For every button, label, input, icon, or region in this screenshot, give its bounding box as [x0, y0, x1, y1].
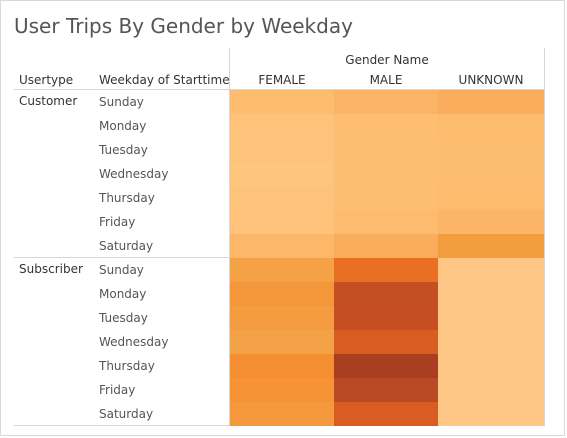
- weekday-label: Tuesday: [99, 311, 148, 325]
- usertype-label-customer: Customer: [19, 94, 78, 108]
- heatmap-cell[interactable]: [438, 90, 544, 114]
- heatmap-cell[interactable]: [334, 306, 438, 330]
- chart-title: User Trips By Gender by Weekday: [14, 14, 353, 38]
- heatmap-cell[interactable]: [230, 330, 334, 354]
- heatmap-cell[interactable]: [438, 330, 544, 354]
- heatmap-cell[interactable]: [230, 378, 334, 402]
- heatmap-cell[interactable]: [438, 138, 544, 162]
- heatmap-cell[interactable]: [438, 282, 544, 306]
- heatmap-cell[interactable]: [438, 186, 544, 210]
- weekday-label: Wednesday: [99, 335, 169, 349]
- heatmap-cell[interactable]: [334, 402, 438, 426]
- weekday-label: Saturday: [99, 239, 154, 253]
- weekday-label: Thursday: [99, 191, 155, 205]
- heatmap-cell[interactable]: [230, 402, 334, 426]
- usertype-header: Usertype: [19, 73, 74, 87]
- weekday-label: Monday: [99, 287, 147, 301]
- heatmap-cell[interactable]: [438, 234, 544, 258]
- heatmap-cell[interactable]: [230, 162, 334, 186]
- row-header-divider: [229, 48, 230, 426]
- heatmap-cell[interactable]: [334, 258, 438, 282]
- heatmap-cell[interactable]: [438, 378, 544, 402]
- heatmap-cell[interactable]: [230, 90, 334, 114]
- heatmap-cell[interactable]: [230, 258, 334, 282]
- heatmap-cell[interactable]: [334, 210, 438, 234]
- heatmap-cell[interactable]: [230, 114, 334, 138]
- header-divider: [14, 89, 544, 90]
- weekday-label: Sunday: [99, 95, 144, 109]
- heatmap-cell[interactable]: [438, 402, 544, 426]
- heatmap-cell[interactable]: [334, 330, 438, 354]
- heatmap-cell[interactable]: [334, 378, 438, 402]
- weekday-header: Weekday of Starttime: [99, 73, 230, 87]
- weekday-label: Thursday: [99, 359, 155, 373]
- column-header-unknown: UNKNOWN: [458, 73, 524, 87]
- gender-name-header: Gender Name: [345, 53, 429, 67]
- heatmap-cell[interactable]: [438, 258, 544, 282]
- weekday-label: Monday: [99, 119, 147, 133]
- heatmap-cell[interactable]: [438, 210, 544, 234]
- heatmap-cell[interactable]: [334, 186, 438, 210]
- heatmap-cell[interactable]: [230, 282, 334, 306]
- heatmap-cell[interactable]: [438, 114, 544, 138]
- heatmap-cell[interactable]: [230, 234, 334, 258]
- weekday-label: Sunday: [99, 263, 144, 277]
- heatmap-cell[interactable]: [230, 354, 334, 378]
- weekday-label: Wednesday: [99, 167, 169, 181]
- weekday-label: Friday: [99, 383, 136, 397]
- heatmap-cell[interactable]: [334, 282, 438, 306]
- heatmap-cell[interactable]: [230, 306, 334, 330]
- heatmap-cell[interactable]: [334, 162, 438, 186]
- heatmap-cell[interactable]: [438, 354, 544, 378]
- heatmap-cell[interactable]: [334, 354, 438, 378]
- heatmap-cell[interactable]: [438, 162, 544, 186]
- column-header-male: MALE: [369, 73, 403, 87]
- right-divider: [544, 48, 545, 426]
- heatmap-cell[interactable]: [334, 90, 438, 114]
- heatmap-cell[interactable]: [230, 186, 334, 210]
- weekday-label: Saturday: [99, 407, 154, 421]
- weekday-label: Tuesday: [99, 143, 148, 157]
- heatmap-cell[interactable]: [334, 138, 438, 162]
- usertype-label-subscriber: Subscriber: [19, 262, 83, 276]
- heatmap-cell[interactable]: [438, 306, 544, 330]
- weekday-label: Friday: [99, 215, 136, 229]
- heatmap-cell[interactable]: [334, 114, 438, 138]
- heatmap-cell[interactable]: [230, 138, 334, 162]
- column-header-female: FEMALE: [258, 73, 306, 87]
- heatmap-cell[interactable]: [230, 210, 334, 234]
- heatmap-cell[interactable]: [334, 234, 438, 258]
